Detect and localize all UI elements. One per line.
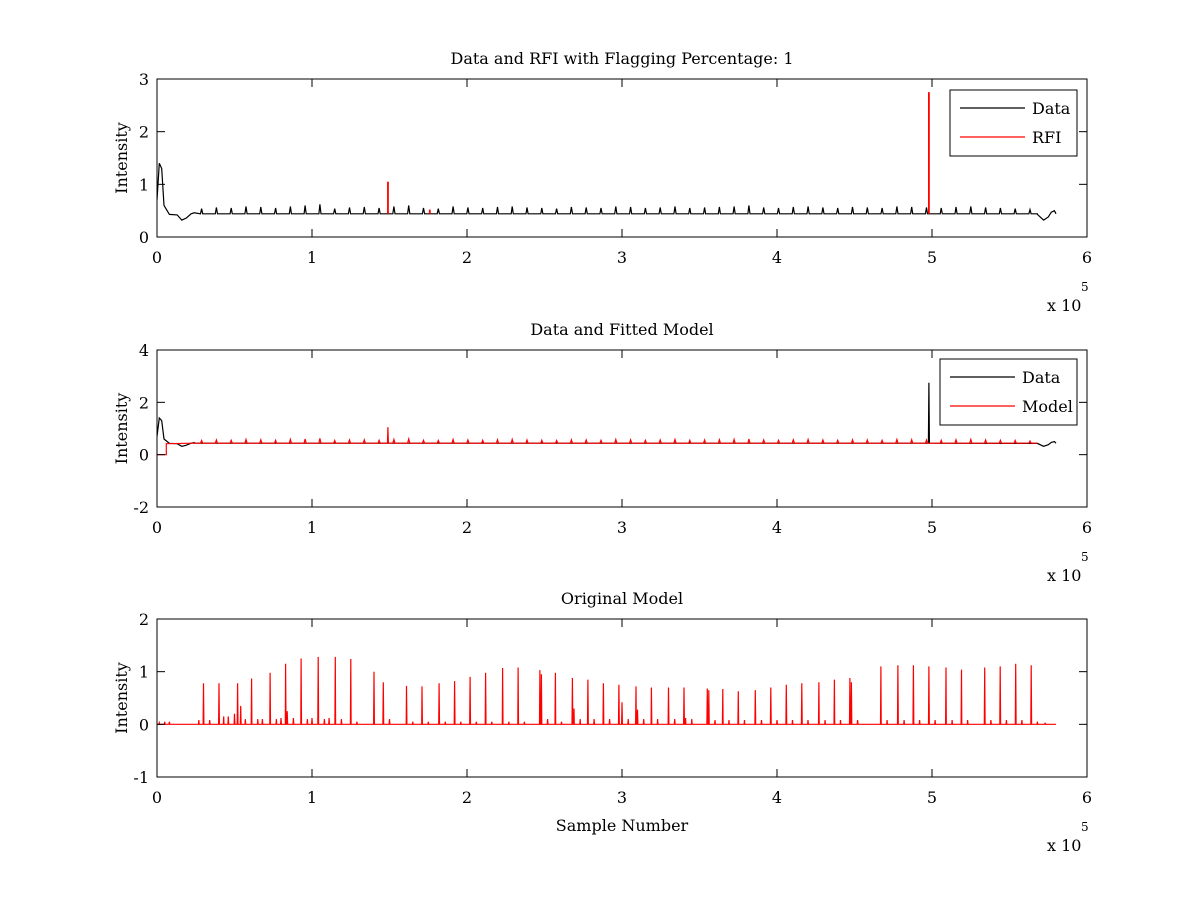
y-tick-label: -1	[133, 768, 149, 787]
x-tick-label: 0	[152, 518, 162, 537]
x-tick-label: 5	[927, 788, 937, 807]
x-tick-label: 2	[462, 518, 472, 537]
series-line-1	[157, 163, 1057, 221]
x-tick-label: 5	[927, 518, 937, 537]
legend-entry: Model	[1022, 397, 1073, 416]
y-tick-label: 2	[139, 610, 149, 629]
x-tick-label: 2	[462, 248, 472, 267]
y-tick-label: 1	[139, 663, 149, 682]
y-tick-label: 4	[139, 341, 149, 360]
legend: Data Model	[939, 358, 1078, 426]
subplot-1: 0 1 2 3 4 5 6 0 1 2 3 Data and RFI with Flagging Pe…	[112, 49, 1092, 315]
y-tick-label: 2	[139, 123, 149, 142]
x-tick-label: 3	[617, 248, 627, 267]
chart-title: Original Model	[561, 589, 683, 608]
x-tick-label: 5	[927, 248, 937, 267]
chart-title: Data and Fitted Model	[530, 320, 713, 339]
legend: Data RFI	[949, 89, 1078, 157]
legend-entry: RFI	[1032, 128, 1061, 147]
axes-frame	[156, 618, 1088, 778]
y-tick-label: 1	[139, 175, 149, 194]
y-axis-label: Intensity	[112, 393, 131, 465]
x-exponent-label: x 10	[1047, 836, 1081, 855]
y-tick-label: -2	[133, 498, 149, 517]
x-axis-label: Sample Number	[556, 816, 689, 835]
x-exponent-label: x 10	[1047, 296, 1081, 315]
legend-entry: Data	[1032, 99, 1071, 118]
x-tick-label: 1	[307, 788, 317, 807]
series-line-1	[157, 656, 1056, 725]
x-tick-label: 6	[1082, 788, 1092, 807]
x-tick-label: 0	[152, 248, 162, 267]
x-tick-label: 2	[462, 788, 472, 807]
x-tick-label: 6	[1082, 518, 1092, 537]
x-tick-label: 3	[617, 788, 627, 807]
y-tick-label: 0	[139, 228, 149, 247]
x-tick-label: 4	[772, 248, 782, 267]
y-tick-label: 0	[139, 715, 149, 734]
x-tick-label: 4	[772, 788, 782, 807]
series-line-1	[157, 382, 1057, 447]
x-tick-label: 6	[1082, 248, 1092, 267]
x-tick-label: 1	[307, 248, 317, 267]
x-tick-label: 3	[617, 518, 627, 537]
chart-title: Data and RFI with Flagging Percentage: 1	[450, 49, 793, 68]
x-exponent-power: 5	[1081, 820, 1089, 834]
x-exponent-power: 5	[1081, 280, 1089, 294]
x-exponent-power: 5	[1081, 550, 1089, 564]
y-tick-label: 3	[139, 70, 149, 89]
series-line-2	[157, 427, 1038, 456]
y-tick-label: 0	[139, 446, 149, 465]
legend-entry: Data	[1022, 368, 1061, 387]
y-axis-label: Intensity	[112, 662, 131, 734]
x-tick-label: 4	[772, 518, 782, 537]
x-tick-label: 0	[152, 788, 162, 807]
y-tick-label: 2	[139, 393, 149, 412]
x-exponent-label: x 10	[1047, 566, 1081, 585]
legend-box	[939, 358, 1078, 426]
x-tick-label: 1	[307, 518, 317, 537]
y-axis-label: Intensity	[112, 122, 131, 194]
legend-box	[949, 89, 1078, 157]
